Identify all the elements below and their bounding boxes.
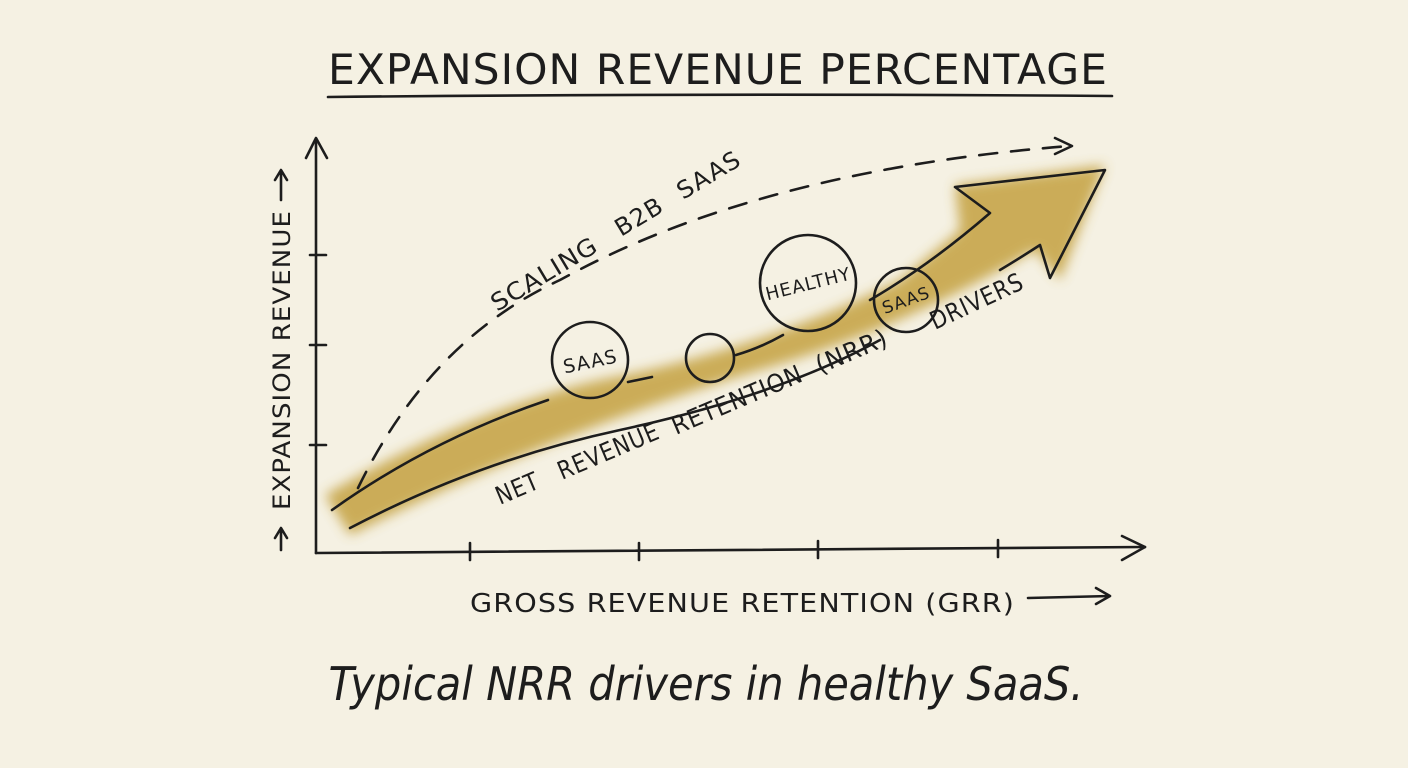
svg-text:SAAS: SAAS bbox=[561, 345, 619, 378]
bubble-healthy: HEALTHY bbox=[758, 233, 858, 333]
x-axis bbox=[314, 534, 1147, 562]
bubble-empty bbox=[684, 332, 736, 384]
title: EXPANSION REVENUE PERCENTAGE bbox=[328, 45, 1108, 94]
dashed-curve-label-word: B2B bbox=[610, 191, 669, 242]
x-axis-label: GROSS REVENUE RETENTION (GRR) bbox=[470, 589, 1015, 619]
nrr-arrow-band bbox=[325, 165, 1105, 535]
dashed-arrowhead-icon bbox=[1053, 136, 1074, 156]
nrr-arrow-outline bbox=[330, 168, 1107, 530]
y-axis-label: EXPANSION REVENUE bbox=[268, 210, 296, 510]
y-label-arrow-icon bbox=[273, 526, 289, 552]
y-label-arrow-icon bbox=[273, 168, 289, 202]
scaling-b2b-dashed-curve bbox=[356, 144, 1072, 490]
arrow-label-word: NET bbox=[491, 466, 544, 510]
svg-text:HEALTHY: HEALTHY bbox=[763, 264, 853, 305]
svg-text:EXPANSION REVENUE: EXPANSION REVENUE bbox=[268, 210, 296, 510]
y-axis bbox=[304, 136, 329, 555]
dashed-curve-label-word: SCALING bbox=[486, 231, 603, 317]
dashed-curve-label-word: SAAS bbox=[672, 145, 746, 205]
x-label-arrow-icon bbox=[1026, 586, 1112, 606]
title-underline bbox=[326, 93, 1114, 99]
caption: Typical NRR drivers in healthy SaaS. bbox=[329, 657, 1084, 711]
